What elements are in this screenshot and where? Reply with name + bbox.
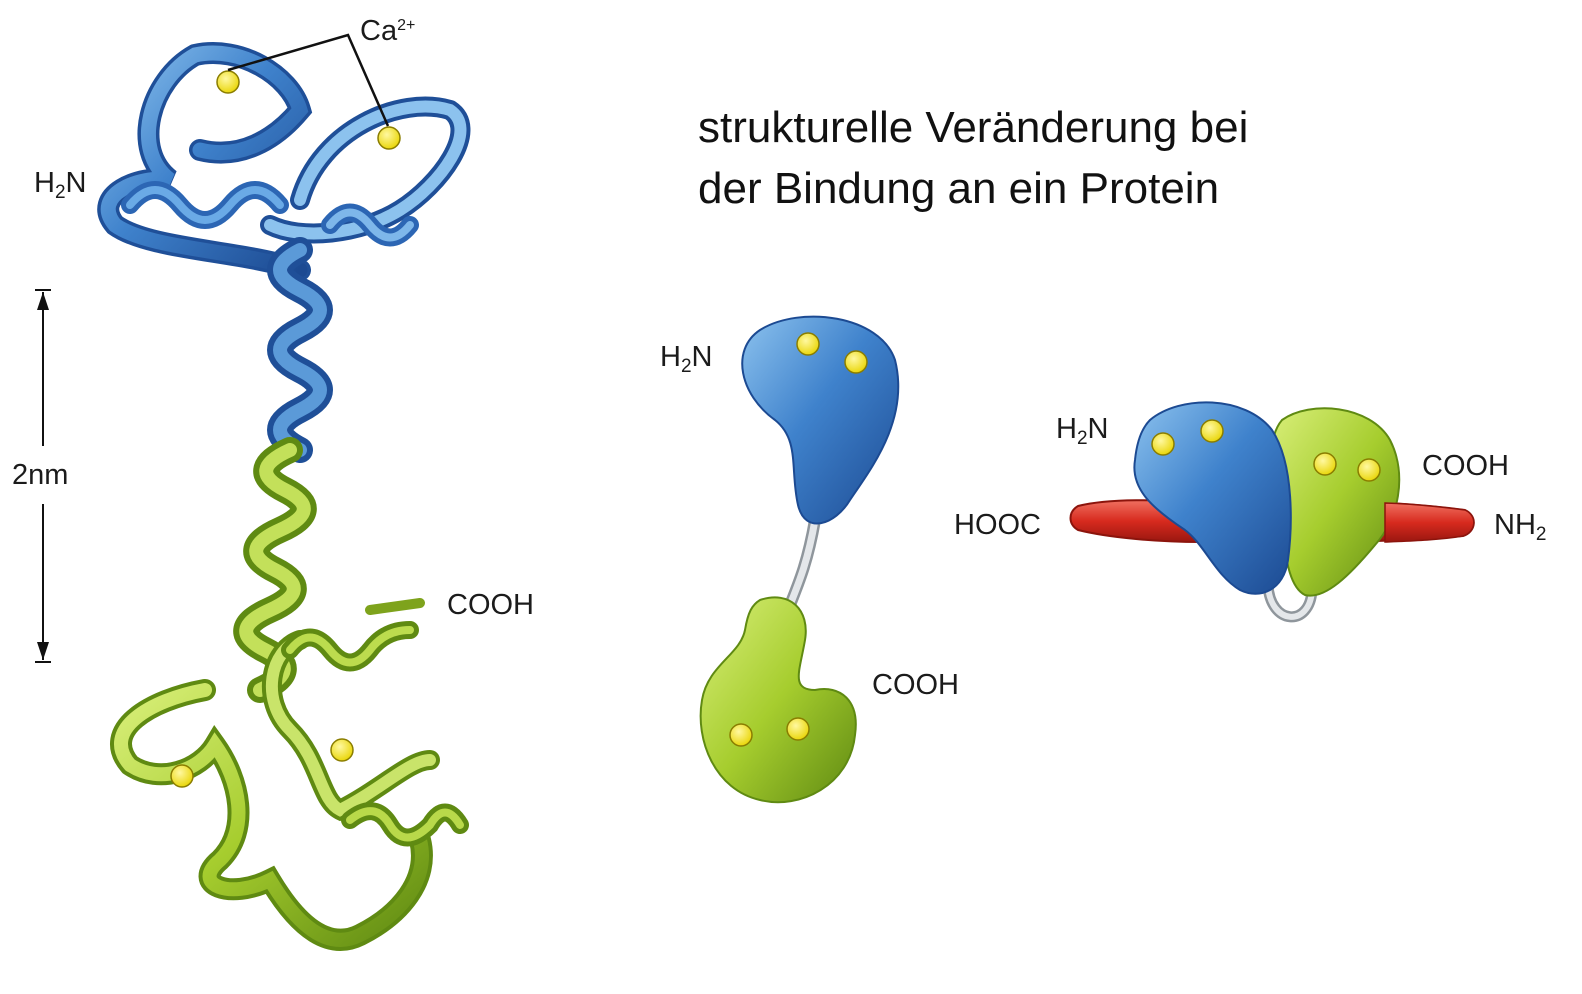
- bound-n-lobe: [1133, 401, 1292, 595]
- calcium-ion: [216, 70, 240, 94]
- calcium-ion: [170, 764, 194, 788]
- title: strukturelle Veränderung bei der Bindung…: [698, 103, 1248, 213]
- target-nh2-label: NH2: [1494, 509, 1546, 545]
- calcium-ion: [377, 126, 401, 150]
- c-domain-ribbon: [110, 598, 469, 951]
- calcium-ion: [786, 717, 810, 741]
- ribbon-c-terminus-label: COOH: [447, 589, 534, 621]
- title-line-1: strukturelle Veränderung bei: [698, 103, 1248, 152]
- calcium-ion: [844, 350, 868, 374]
- scale-bar: 2nm: [12, 289, 68, 663]
- calcium-ion: [1200, 419, 1224, 443]
- calcium-ion: [1151, 432, 1175, 456]
- central-helix: [233, 237, 333, 703]
- scale-label: 2nm: [12, 459, 68, 491]
- calcium-ion: [330, 738, 354, 762]
- target-hooc-label: HOOC: [954, 509, 1041, 541]
- bound-n-terminus-label: H2N: [1056, 413, 1108, 449]
- title-line-2: der Bindung an ein Protein: [698, 164, 1219, 213]
- ribbon-model: Ca2+ H2N COOH 2nm: [12, 15, 534, 951]
- calcium-ion: [1313, 452, 1337, 476]
- n-domain-ribbon: [97, 42, 471, 281]
- calcium-label: Ca2+: [360, 15, 415, 47]
- free-n-terminus-label: H2N: [660, 341, 712, 377]
- ribbon-n-terminus-label: H2N: [34, 167, 86, 203]
- c-lobe: [699, 596, 857, 804]
- free-calmodulin-model: H2N COOH: [660, 315, 959, 804]
- calcium-ion: [1357, 458, 1381, 482]
- n-lobe: [741, 315, 900, 525]
- calcium-ion: [729, 723, 753, 747]
- calcium-pointer-lines: [227, 33, 390, 127]
- calcium-ion: [796, 332, 820, 356]
- free-c-terminus-label: COOH: [872, 669, 959, 701]
- bound-c-terminus-label: COOH: [1422, 450, 1509, 482]
- bound-calmodulin-model: H2N COOH HOOC NH2: [954, 401, 1546, 623]
